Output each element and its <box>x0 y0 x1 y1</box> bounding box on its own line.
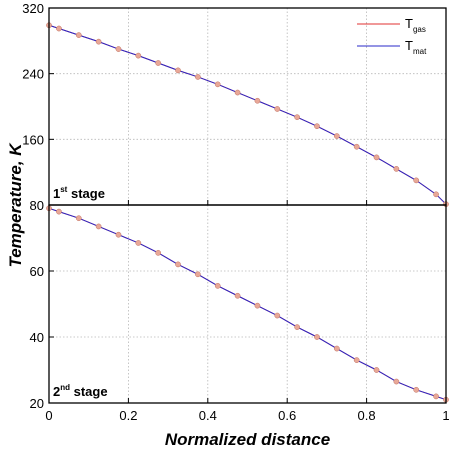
data-point <box>56 208 62 215</box>
y-tick-label: 60 <box>30 264 44 279</box>
data-point <box>135 240 142 246</box>
data-point <box>195 74 201 80</box>
x-tick-label: 0.4 <box>199 408 217 423</box>
data-point <box>75 32 82 38</box>
x-tick-label: 0.6 <box>278 408 296 423</box>
x-tick-label: 0 <box>45 408 52 423</box>
data-point <box>155 250 162 256</box>
data-point <box>333 345 340 352</box>
data-point <box>373 367 380 373</box>
y-tick-label: 20 <box>30 396 44 411</box>
plot-frame <box>48 7 447 404</box>
data-point <box>393 166 400 172</box>
data-point <box>75 215 82 222</box>
data-point <box>155 60 162 66</box>
x-tick-label: 0.2 <box>119 408 137 423</box>
y-tick-label: 160 <box>22 132 44 147</box>
data-point <box>214 81 221 88</box>
y-tick-label: 40 <box>30 330 44 345</box>
data-point <box>413 177 420 184</box>
y-tick-label: 320 <box>22 1 44 16</box>
stage-labels: 1st stage 2nd stage <box>53 185 108 399</box>
data-point <box>393 378 400 385</box>
series-layer <box>46 22 449 403</box>
data-point <box>135 52 142 59</box>
data-point <box>175 261 181 268</box>
stage-label: 1st stage <box>53 185 105 201</box>
data-point <box>274 106 281 112</box>
data-point <box>353 357 360 363</box>
legend-label-gas: Tgas <box>405 16 426 34</box>
tick-labels: 80 160 240 320 20 40 60 0 0.2 0.4 0.6 0.8 1 <box>22 1 449 423</box>
x-tick-label: 0.8 <box>358 408 376 423</box>
stage-label: 2nd stage <box>53 383 108 399</box>
data-point <box>294 114 300 121</box>
data-point <box>234 89 241 96</box>
grid-lines <box>49 8 446 403</box>
y-axis-title: Temperature, K <box>6 142 25 268</box>
data-point <box>234 292 241 299</box>
legend: Tgas Tmat <box>357 16 427 56</box>
y-tick-label: 240 <box>22 67 44 82</box>
series-line-t-mat <box>48 24 447 205</box>
data-point <box>115 46 122 52</box>
series-line-t-mat <box>48 207 447 401</box>
x-tick-label: 1 <box>442 408 449 423</box>
x-axis-title: Normalized distance <box>165 430 330 449</box>
data-point <box>413 386 420 393</box>
data-point <box>56 25 62 32</box>
data-point <box>314 123 320 130</box>
data-point <box>95 223 102 230</box>
data-point <box>353 143 360 150</box>
data-point <box>175 67 181 74</box>
panel-frame <box>48 7 447 206</box>
series-line-t-gas <box>48 24 447 205</box>
data-point <box>314 334 320 340</box>
data-point <box>333 133 340 139</box>
y-tick-label: 80 <box>30 198 44 213</box>
data-point <box>433 191 439 198</box>
data-point <box>433 393 439 400</box>
data-point <box>95 38 102 45</box>
data-point <box>294 324 300 330</box>
panel-frame <box>48 204 447 404</box>
data-point <box>274 312 281 319</box>
data-point <box>254 97 261 104</box>
legend-label-mat: Tmat <box>405 38 427 56</box>
data-point <box>373 154 380 161</box>
data-point <box>115 231 122 238</box>
data-point <box>214 283 221 289</box>
series-line-t-gas <box>48 207 447 401</box>
data-point <box>254 302 261 309</box>
data-point <box>195 271 201 278</box>
